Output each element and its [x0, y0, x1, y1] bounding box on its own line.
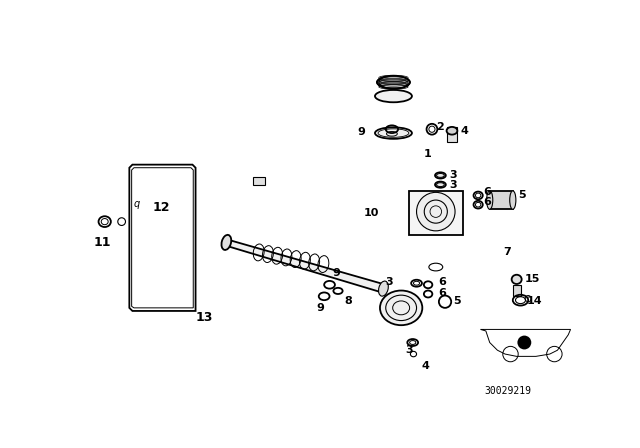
Ellipse shape: [375, 127, 412, 139]
Text: 1: 1: [424, 149, 431, 159]
Ellipse shape: [378, 76, 408, 88]
Text: 30029219: 30029219: [484, 386, 532, 396]
Text: 5: 5: [452, 296, 460, 306]
Text: 12: 12: [152, 201, 170, 214]
Ellipse shape: [435, 172, 446, 178]
Text: 8: 8: [344, 296, 352, 306]
Ellipse shape: [509, 191, 516, 209]
Text: 9: 9: [333, 268, 340, 278]
Ellipse shape: [380, 291, 422, 325]
Ellipse shape: [378, 76, 408, 88]
Ellipse shape: [447, 127, 458, 134]
Text: 6: 6: [484, 198, 492, 207]
Text: 4: 4: [460, 126, 468, 136]
Text: 2: 2: [436, 122, 444, 132]
Ellipse shape: [221, 235, 231, 250]
Ellipse shape: [379, 76, 410, 88]
Text: q: q: [134, 199, 140, 209]
Text: 3: 3: [386, 277, 394, 287]
Bar: [513, 285, 520, 296]
Text: 4: 4: [422, 362, 430, 371]
Ellipse shape: [375, 90, 412, 102]
Text: 6: 6: [438, 277, 446, 288]
Bar: [490, 191, 513, 209]
Ellipse shape: [378, 281, 388, 296]
Text: 14: 14: [527, 296, 542, 306]
Bar: [253, 177, 265, 185]
Text: 6: 6: [438, 288, 446, 298]
Text: 10: 10: [364, 208, 379, 218]
Text: 9: 9: [357, 127, 365, 137]
Polygon shape: [224, 238, 386, 293]
Text: 15: 15: [524, 274, 540, 284]
Ellipse shape: [511, 275, 522, 284]
Text: 3: 3: [405, 345, 413, 355]
Bar: [409, 191, 463, 236]
Circle shape: [517, 336, 531, 349]
Ellipse shape: [486, 191, 493, 209]
Text: 3: 3: [450, 170, 458, 181]
Ellipse shape: [417, 192, 455, 231]
Text: 11: 11: [94, 236, 111, 249]
Ellipse shape: [435, 181, 446, 188]
Ellipse shape: [376, 76, 407, 88]
Ellipse shape: [380, 76, 410, 88]
Text: 7: 7: [504, 247, 511, 258]
Text: 5: 5: [518, 190, 526, 200]
Text: 9: 9: [316, 303, 324, 313]
Text: 6: 6: [484, 187, 492, 198]
Text: 13: 13: [196, 311, 213, 324]
Bar: [447, 127, 456, 142]
Ellipse shape: [379, 76, 410, 88]
Text: 3: 3: [450, 180, 458, 190]
